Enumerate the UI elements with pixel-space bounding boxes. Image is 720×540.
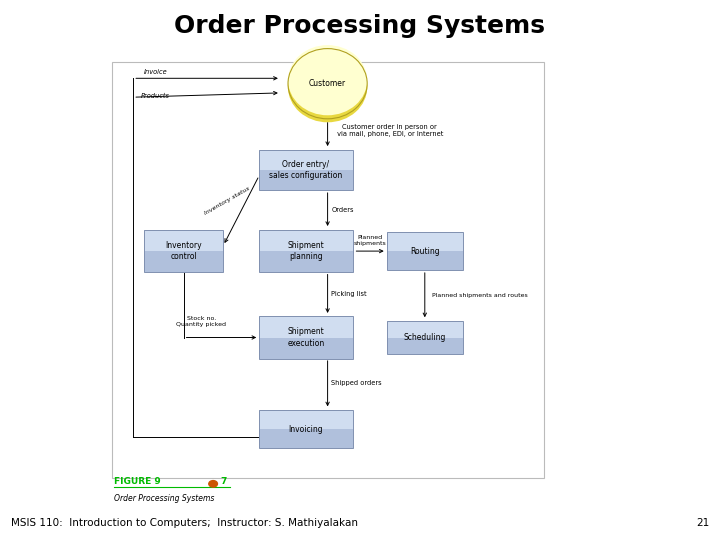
Text: Invoicing: Invoicing	[289, 425, 323, 434]
FancyBboxPatch shape	[387, 338, 462, 354]
Ellipse shape	[288, 45, 367, 116]
Text: Customer: Customer	[309, 79, 346, 88]
Ellipse shape	[288, 52, 367, 122]
Text: Scheduling: Scheduling	[404, 333, 446, 342]
Text: Order Processing Systems: Order Processing Systems	[114, 494, 214, 503]
FancyBboxPatch shape	[259, 150, 353, 170]
Text: Shipment
planning: Shipment planning	[287, 241, 325, 261]
Text: Inventory
control: Inventory control	[166, 241, 202, 261]
FancyBboxPatch shape	[144, 251, 223, 272]
Text: Routing: Routing	[410, 247, 440, 255]
Text: Customer order in person or
 via mail, phone, EDI, or Internet: Customer order in person or via mail, ph…	[335, 124, 444, 137]
FancyBboxPatch shape	[259, 316, 353, 338]
FancyBboxPatch shape	[259, 251, 353, 272]
Text: Products: Products	[140, 93, 169, 99]
Text: Shipment
execution: Shipment execution	[287, 327, 325, 348]
Text: Picking list: Picking list	[331, 291, 366, 297]
FancyBboxPatch shape	[112, 62, 544, 478]
Text: Inventory status: Inventory status	[203, 186, 251, 216]
Text: FIGURE 9: FIGURE 9	[114, 477, 161, 486]
Text: Order entry/
sales configuration: Order entry/ sales configuration	[269, 160, 343, 180]
FancyBboxPatch shape	[387, 232, 462, 251]
Text: 21: 21	[696, 518, 709, 528]
Circle shape	[209, 481, 217, 487]
FancyBboxPatch shape	[144, 230, 223, 251]
Text: Stock no.
Quantity picked: Stock no. Quantity picked	[176, 316, 226, 327]
Text: Shipped orders: Shipped orders	[331, 380, 382, 387]
Text: 7: 7	[220, 477, 227, 486]
Text: MSIS 110:  Introduction to Computers;  Instructor: S. Mathiyalakan: MSIS 110: Introduction to Computers; Ins…	[11, 518, 358, 528]
FancyBboxPatch shape	[259, 410, 353, 429]
FancyBboxPatch shape	[387, 251, 462, 270]
FancyBboxPatch shape	[259, 429, 353, 448]
FancyBboxPatch shape	[259, 230, 353, 251]
Text: Planned shipments and routes: Planned shipments and routes	[432, 293, 528, 299]
Text: Planned
shipments: Planned shipments	[354, 235, 386, 246]
Text: Order Processing Systems: Order Processing Systems	[174, 14, 546, 37]
Text: Invoice: Invoice	[144, 69, 168, 75]
FancyBboxPatch shape	[387, 321, 462, 338]
Text: Orders: Orders	[331, 206, 354, 213]
FancyBboxPatch shape	[259, 170, 353, 190]
FancyBboxPatch shape	[259, 338, 353, 359]
